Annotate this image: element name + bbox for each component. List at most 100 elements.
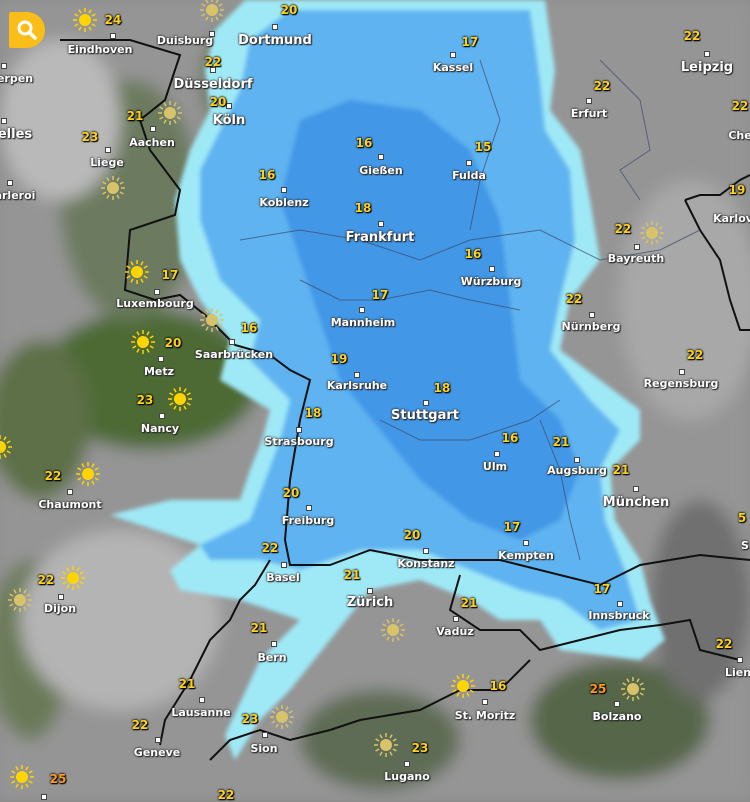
city-marker [704,51,710,57]
city-label[interactable]: arleroi [0,189,36,202]
city-label[interactable]: St. Moritz [454,709,516,722]
city-label[interactable]: Zürich [346,595,394,610]
city-label[interactable]: Düsseldorf [173,77,253,92]
sun-icon [130,329,156,355]
city-label[interactable]: Gießen [359,164,403,177]
sun-icon [167,386,193,412]
city-marker [154,289,160,295]
city-label[interactable]: München [602,495,670,510]
city-label[interactable]: Bern [257,651,287,664]
temperature-label: 22 [614,222,632,236]
city-marker [67,489,73,495]
city-label[interactable]: Köln [212,113,246,128]
city-label[interactable]: Duisburg [156,34,214,47]
temperature-label: 21 [552,435,570,449]
city-marker [271,641,277,647]
temperature-label: 21 [343,568,361,582]
city-label[interactable]: Karlov [713,212,750,225]
city-label[interactable]: Lien [724,666,750,679]
city-marker [737,657,743,663]
sun-icon [199,307,225,333]
city-label[interactable]: Lugano [384,770,430,783]
city-marker [586,98,592,104]
city-marker [209,31,215,37]
sun-icon [620,676,646,702]
city-marker [296,427,302,433]
city-label[interactable]: Fulda [452,169,486,182]
sun-icon [72,7,98,33]
city-label[interactable]: Ulm [482,460,508,473]
city-label[interactable]: Bayreuth [607,252,665,265]
city-marker [423,548,429,554]
temperature-label: 22 [44,469,62,483]
city-label[interactable]: Metz [143,365,175,378]
city-label[interactable]: Sion [250,742,278,755]
city-label[interactable]: Regensburg [643,377,719,390]
temperature-label: 18 [354,201,372,215]
city-label[interactable]: Freiburg [281,514,335,527]
city-marker [110,33,116,39]
city-label[interactable]: Augsburg [547,464,607,477]
city-label[interactable]: elles [0,127,33,142]
search-button[interactable] [9,12,45,48]
city-label[interactable]: Dortmund [238,33,312,48]
temperature-label: 22 [731,99,749,113]
city-label[interactable]: Geneve [133,746,181,759]
city-label[interactable]: Frankfurt [345,230,415,245]
city-label[interactable]: erpen [0,72,34,85]
city-label[interactable]: Chaumont [38,498,102,511]
city-label[interactable]: Koblenz [259,196,309,209]
sun-icon [100,175,126,201]
city-label[interactable]: Nürnberg [561,320,621,333]
city-label[interactable]: Lausanne [171,706,231,719]
temperature-label: 17 [461,35,479,49]
city-label[interactable]: Innsbruck [588,609,650,622]
city-label[interactable]: Kempten [498,549,554,562]
city-marker [159,413,165,419]
city-label[interactable]: Würzburg [460,275,522,288]
temperature-label: 17 [161,268,179,282]
city-marker [378,221,384,227]
city-label[interactable]: Karlsruhe [326,379,388,392]
rain-radar-layer [110,0,665,760]
city-label[interactable]: Basel [266,571,300,584]
city-label[interactable]: Mannheim [330,316,396,329]
city-marker [155,737,161,743]
temperature-label: 21 [250,621,268,635]
city-label[interactable]: Nancy [140,422,180,435]
temperature-label: 21 [460,596,478,610]
search-icon [17,20,37,40]
temperature-label: 17 [503,520,521,534]
city-label[interactable]: S [741,539,749,552]
city-label[interactable]: Bolzano [592,710,642,723]
temperature-label: 17 [593,582,611,596]
city-label[interactable]: Vaduz [436,625,474,638]
temperature-label: 20 [164,336,182,350]
city-marker [150,126,156,132]
temperature-label: 22 [261,541,279,555]
sun-icon [124,259,150,285]
city-label[interactable]: Erfurt [570,107,608,120]
city-marker [306,505,312,511]
city-marker [489,266,495,272]
city-label[interactable]: Luxembourg [116,297,194,310]
temperature-label: 16 [464,247,482,261]
city-label[interactable]: Stuttgart [391,408,459,423]
city-label[interactable]: Saarbrücken [194,348,274,361]
city-label[interactable]: Dijon [43,602,77,615]
sun-icon [639,220,665,246]
city-label[interactable]: Aachen [129,136,175,149]
city-label[interactable]: Kassel [432,61,474,74]
city-label[interactable]: Eindhoven [67,43,133,56]
temperature-label: 25 [49,772,67,786]
city-label[interactable]: Liege [90,156,124,169]
temperature-label: 22 [217,788,235,802]
city-label[interactable]: Leipzig [680,60,734,75]
city-marker [41,794,47,800]
temperature-label: 22 [131,718,149,732]
city-label[interactable]: Konstanz [397,557,455,570]
city-label[interactable]: Che [728,129,750,142]
temperature-label: 19 [330,352,348,366]
city-label[interactable]: Strasbourg [264,435,334,448]
